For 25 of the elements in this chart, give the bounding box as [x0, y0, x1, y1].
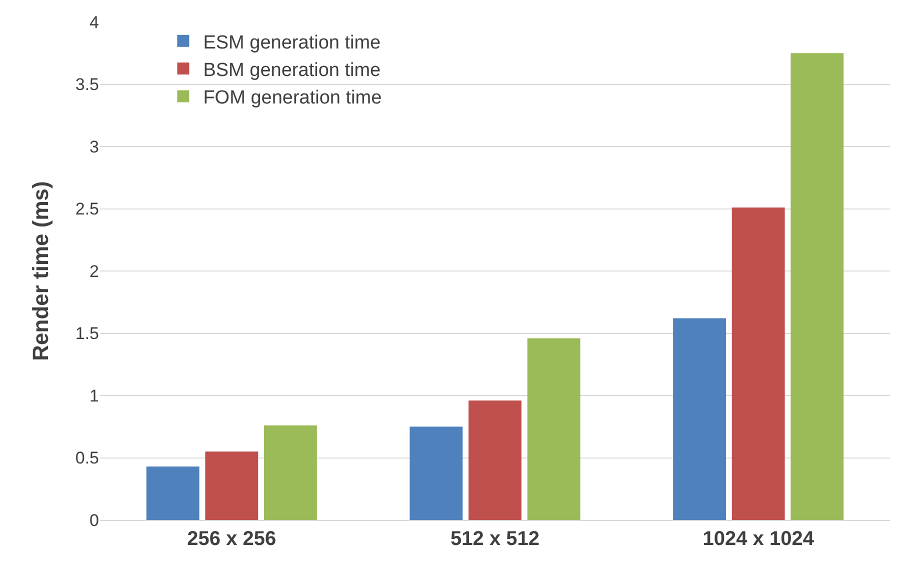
y-tick-label: 1.5: [75, 324, 99, 344]
y-tick-label: 0.5: [75, 448, 99, 468]
x-tick-label: 1024 x 1024: [702, 528, 815, 550]
bar: [732, 208, 785, 520]
legend-label: ESM generation time: [203, 32, 381, 54]
legend-label: FOM generation time: [203, 88, 382, 109]
x-tick-label: 512 x 512: [450, 528, 540, 550]
y-tick-label: 3.5: [75, 75, 99, 94]
y-axis-title: Render time (ms): [28, 181, 54, 361]
bar: [790, 53, 844, 520]
y-tick-label: 4: [90, 12, 99, 32]
bar: [673, 318, 726, 520]
y-tick-label: 2.5: [75, 200, 99, 219]
x-tick-label: 256 x 256: [187, 528, 276, 550]
y-tick-label: 2: [90, 262, 99, 281]
y-tick-label: 0: [90, 510, 99, 530]
bar: [527, 338, 580, 520]
bar: [146, 466, 200, 520]
y-tick-label: 1: [90, 386, 99, 406]
bar: [410, 426, 463, 520]
bar: [468, 400, 522, 520]
legend-label: BSM generation time: [203, 60, 381, 81]
bar: [205, 452, 258, 520]
y-tick-label: 3: [90, 137, 99, 156]
bar: [264, 425, 317, 520]
